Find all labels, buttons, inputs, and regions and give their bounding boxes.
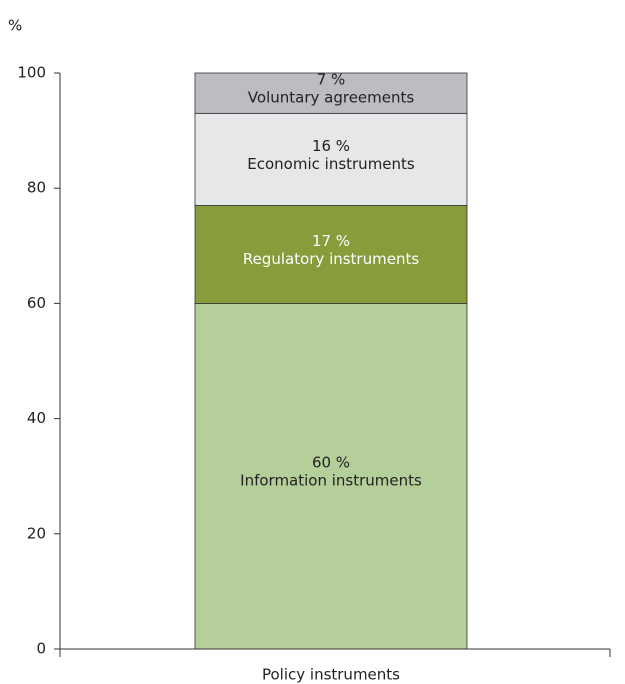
x-tick-label: Policy instruments [262, 666, 400, 684]
segment-label: Regulatory instruments [243, 250, 420, 268]
data-label: 60 % [312, 454, 350, 472]
bar-segment [194, 205, 468, 304]
y-tick-label: 80 [27, 179, 46, 197]
y-tick-label: 40 [27, 409, 46, 427]
data-label: 7 % [317, 71, 346, 89]
bar-segment [194, 72, 468, 114]
y-axis-label: % [8, 17, 22, 35]
bar-segment [194, 112, 468, 206]
data-label: 16 % [312, 137, 350, 155]
segment-label: Economic instruments [247, 155, 415, 173]
segment-label: Voluntary agreements [248, 89, 415, 107]
segment-label: Information instruments [240, 472, 422, 490]
data-label: 17 % [312, 232, 350, 250]
y-tick-label: 100 [17, 64, 46, 82]
y-tick-label: 0 [36, 640, 46, 658]
bar-segment [194, 302, 468, 650]
y-tick-label: 60 [27, 294, 46, 312]
y-tick-label: 20 [27, 524, 46, 542]
